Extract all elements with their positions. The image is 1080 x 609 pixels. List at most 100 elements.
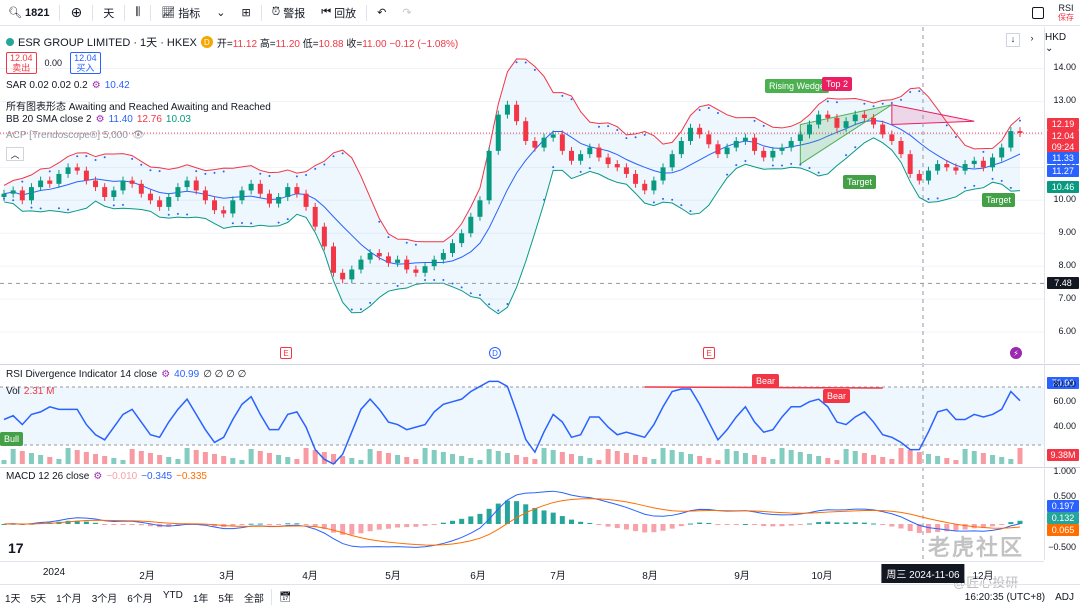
layouts-button[interactable]: ⊞ — [233, 0, 258, 26]
range-button[interactable]: 1天 — [5, 593, 21, 605]
buy-button[interactable]: 12.04 买入 — [70, 52, 101, 74]
macd-histogram-bar — [889, 524, 895, 527]
chart-canvas[interactable] — [0, 27, 1044, 560]
macd-histogram-bar — [257, 523, 263, 525]
candle-body — [999, 147, 1005, 158]
range-button[interactable]: 全部 — [243, 593, 264, 605]
sar-dot — [643, 133, 646, 136]
chevron-right-icon[interactable]: › — [1030, 33, 1034, 43]
patterns-legend[interactable]: 所有图表形态 Awaiting and Reached Awaiting and… — [6, 98, 271, 113]
range-button[interactable]: 3个月 — [91, 593, 118, 605]
currency-selector[interactable]: HKD ⌄ — [1045, 32, 1067, 54]
price-axis[interactable]: HKD ⌄ 14.0013.0012.0011.0010.009.008.007… — [1044, 27, 1080, 560]
candle-body — [10, 190, 16, 194]
sar-dot — [30, 206, 33, 209]
pane-divider[interactable] — [0, 467, 1080, 468]
sar-dot — [964, 186, 967, 189]
undo-button[interactable]: ↶ — [369, 0, 394, 26]
time-tick-label: 9月 — [734, 571, 750, 582]
alerts-button[interactable]: ⏰︎ 警报 — [264, 0, 314, 26]
volume-bar — [321, 452, 327, 464]
earnings-icon[interactable]: E — [703, 347, 715, 359]
vol-legend[interactable]: Vol 2.31 M — [6, 386, 54, 397]
sell-button[interactable]: 12.04 卖出 — [6, 52, 37, 74]
acp-legend[interactable]: ACP [Trendoscope®] 5,000 👁︎ — [6, 130, 145, 141]
settings-icon[interactable]: ⚙︎ — [91, 80, 101, 91]
range-button[interactable]: YTD — [162, 589, 183, 601]
indicators-button[interactable]: 📈︎ 指标 — [153, 0, 208, 26]
macd-histogram-bar — [230, 524, 236, 527]
macd-histogram-bar — [422, 524, 428, 526]
candle-body — [962, 164, 968, 171]
bottom-right: 16:20:35 (UTC+8) ADJ — [965, 585, 1074, 609]
volume-bar — [806, 454, 812, 464]
sar-dot — [222, 170, 225, 173]
macd-histogram-bar — [102, 524, 108, 525]
divider — [124, 4, 126, 21]
candle-body — [724, 147, 730, 155]
replay-button[interactable]: ⏮ 回放 — [313, 0, 364, 26]
calendar-icon[interactable]: 📅︎ — [278, 591, 292, 603]
symbol-search[interactable]: 🔍︎ 1821 — [0, 0, 57, 26]
settings-icon[interactable]: ⚙︎ — [93, 471, 103, 482]
collapse-legend-button[interactable]: ︿ — [6, 147, 24, 161]
scroll-down-button[interactable]: ↓ — [1006, 33, 1020, 47]
candle-body — [514, 104, 520, 122]
sar-dot — [762, 124, 765, 127]
split-icon[interactable]: ⚡︎ — [1010, 347, 1022, 359]
compare-button[interactable]: ⊕ — [62, 0, 90, 26]
sar-dot — [21, 180, 24, 183]
candle-body — [971, 160, 977, 165]
sar-dot — [698, 108, 701, 111]
candle-body — [276, 197, 282, 204]
macd-signal-value: −0.335 — [176, 471, 207, 482]
rsi-legend[interactable]: RSI Divergence Indicator 14 close ⚙︎ 40.… — [6, 369, 246, 380]
candle-body — [395, 259, 401, 263]
macd-histogram-bar — [916, 524, 922, 533]
settings-icon[interactable]: ⚙︎ — [95, 114, 105, 125]
volume-bar — [623, 453, 629, 464]
macd-histogram-bar — [806, 523, 812, 525]
range-button[interactable]: 5年 — [218, 593, 234, 605]
sar-dot — [634, 136, 637, 139]
earnings-icon[interactable]: E — [280, 347, 292, 359]
macd-hist-value: −0.010 — [106, 471, 138, 482]
price-tick-label: 14.00 — [1053, 62, 1076, 73]
dividend-icon[interactable]: D — [489, 347, 501, 359]
time-axis[interactable]: 周三 2024-11-06 2024 2月 3月 4月 5月 6月 7月 8月 9月 10月 12月 — [0, 561, 1044, 583]
volume-bar — [596, 460, 602, 464]
eye-icon[interactable]: 👁︎ — [131, 130, 145, 141]
saved-layout-button[interactable]: RSI 保存 — [1058, 3, 1074, 23]
clock-label[interactable]: 16:20:35 (UTC+8) — [964, 592, 1046, 603]
sar-dot — [460, 286, 463, 289]
macd-histogram-bar — [294, 523, 300, 525]
range-button[interactable]: 1个月 — [56, 593, 82, 605]
candle-body — [788, 140, 794, 148]
bb-mid-line — [3, 119, 1021, 265]
sar-legend[interactable]: SAR 0.02 0.02 0.2 ⚙︎ 10.42 — [6, 80, 130, 91]
tradingview-logo[interactable]: 17 — [8, 540, 24, 556]
sar-dot — [854, 146, 857, 149]
indicators-dropdown[interactable]: ⌄ — [208, 0, 233, 26]
settings-icon[interactable]: ⚙︎ — [161, 369, 171, 380]
pane-divider[interactable] — [0, 364, 1080, 365]
range-button[interactable]: 1年 — [192, 593, 209, 605]
bb-fill — [4, 58, 1020, 314]
range-button[interactable]: 6个月 — [127, 593, 153, 605]
volume-bar — [889, 459, 895, 464]
macd-legend[interactable]: MACD 12 26 close ⚙︎ −0.010 −0.345 −0.335 — [6, 471, 207, 482]
candle-body — [816, 114, 822, 125]
adj-toggle[interactable]: ADJ — [1055, 592, 1074, 603]
candle-body — [129, 180, 135, 184]
redo-button[interactable]: ↷ — [394, 0, 419, 26]
fullscreen-icon[interactable] — [1032, 7, 1044, 19]
bb-legend[interactable]: BB 20 SMA close 2 ⚙︎ 11.40 12.76 10.03 — [6, 114, 191, 125]
volume-bar — [843, 449, 849, 464]
interval-button[interactable]: 天 — [103, 7, 115, 20]
sar-dot — [662, 197, 665, 200]
rsi-tick-label: 60.00 — [1053, 396, 1076, 406]
volume-bar — [450, 454, 456, 464]
range-button[interactable]: 5天 — [30, 593, 47, 605]
chart-type-button[interactable]: ⫼ — [127, 0, 148, 26]
macd-histogram-bar — [605, 524, 611, 527]
